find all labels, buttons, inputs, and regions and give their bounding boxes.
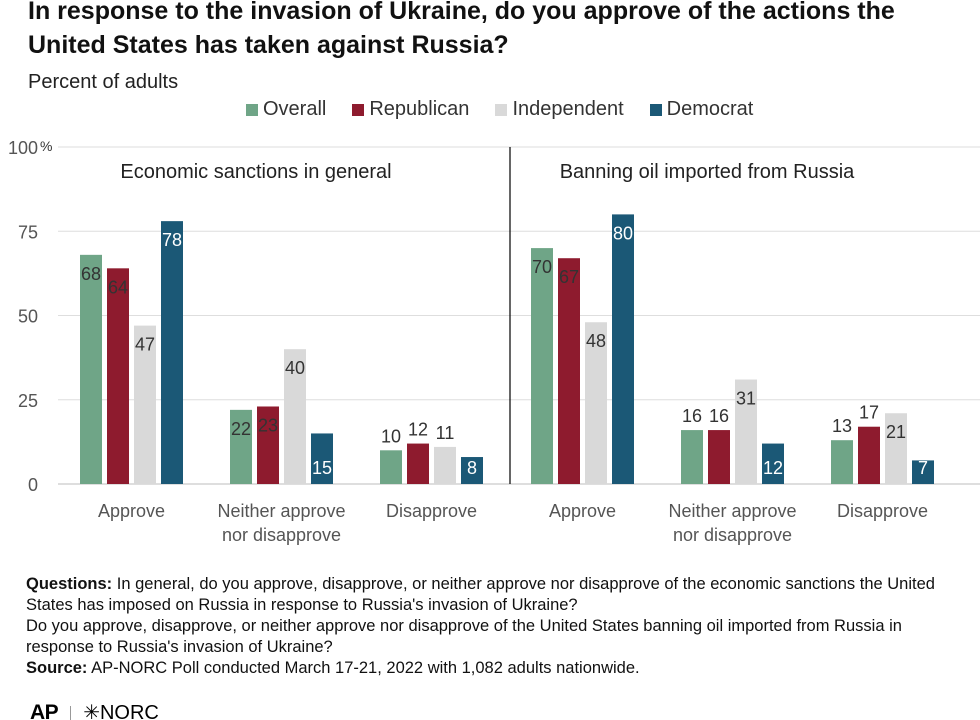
logo-divider (70, 706, 72, 720)
x-tick-label: Approve (98, 501, 165, 521)
logos: AP ✳NORC (30, 700, 159, 720)
y-tick-label: 0 (28, 475, 38, 495)
x-tick-label: Neither approve (217, 501, 345, 521)
legend-item-overall: Overall (246, 98, 326, 121)
bar-independent-neither (735, 379, 757, 484)
bar-republican-neither (708, 430, 730, 484)
chart-subtitle: Percent of adults (28, 71, 179, 93)
legend-swatch-republican (352, 103, 365, 116)
x-tick-label: nor disapprove (673, 525, 792, 545)
bar-overall-approve (80, 254, 102, 484)
bar-overall-approve (531, 248, 553, 484)
bar-independent-approve (585, 322, 607, 484)
data-label: 68 (81, 264, 101, 284)
bar-overall-neither (230, 409, 252, 484)
data-label: 64 (108, 277, 128, 297)
y-axis-unit: % (40, 138, 52, 154)
panel-title: Economic sanctions in general (120, 161, 391, 183)
legend-label-democrat: Democrat (666, 98, 754, 120)
bar-democrat-disapprove (461, 457, 483, 484)
source-label: Source: (26, 659, 88, 677)
legend-swatch-democrat (649, 103, 662, 116)
bar-independent-approve (134, 325, 156, 484)
data-label: 15 (312, 458, 332, 478)
legend-label-overall: Overall (263, 98, 327, 120)
bar-democrat-approve (161, 221, 183, 484)
legend-item-republican: Republican (352, 98, 469, 121)
data-label: 7 (918, 458, 928, 478)
data-label: 22 (231, 419, 251, 439)
x-tick-label: Neither approve (668, 501, 796, 521)
bar-democrat-disapprove (912, 460, 934, 484)
x-tick-label: nor disapprove (222, 525, 341, 545)
panel-title: Banning oil imported from Russia (560, 161, 855, 183)
bar-independent-disapprove (885, 413, 907, 484)
x-tick-label: Approve (549, 501, 616, 521)
data-label: 10 (381, 426, 401, 446)
data-label: 67 (559, 267, 579, 287)
data-label: 23 (258, 415, 278, 435)
question-1-text: In general, do you approve, disapprove, … (26, 575, 935, 614)
data-label: 21 (886, 422, 906, 442)
bar-republican-neither (257, 406, 279, 484)
data-label: 70 (532, 257, 552, 277)
y-tick-label: 25 (18, 391, 38, 411)
legend-swatch-overall (246, 103, 258, 116)
question-1: Questions: In general, do you approve, d… (26, 574, 956, 616)
bar-republican-approve (558, 258, 580, 484)
bar-overall-disapprove (380, 450, 402, 484)
bar-overall-neither (681, 430, 703, 484)
data-label: 12 (763, 458, 783, 478)
chart-title: In response to the invasion of Ukraine, … (28, 0, 895, 59)
question-2-text: Do you approve, disapprove, or neither a… (26, 617, 902, 656)
legend-item-independent: Independent (495, 98, 624, 121)
data-label: 47 (135, 335, 155, 355)
bar-republican-approve (107, 268, 129, 484)
bar-republican-disapprove (407, 443, 429, 484)
data-label: 12 (408, 420, 428, 440)
data-label: 17 (859, 403, 879, 423)
chart-notes: Questions: In general, do you approve, d… (26, 574, 956, 679)
bar-democrat-approve (612, 214, 634, 484)
y-tick-label: 50 (18, 307, 38, 327)
norc-logo: ✳NORC (83, 702, 159, 720)
bar-democrat-neither (762, 443, 784, 484)
bar-independent-neither (284, 349, 306, 484)
data-label: 16 (709, 406, 729, 426)
x-tick-label: Disapprove (386, 501, 477, 521)
y-tick-label: 100 (8, 138, 38, 158)
ap-logo: AP (30, 701, 59, 720)
data-label: 48 (586, 331, 606, 351)
legend-label-republican: Republican (369, 98, 470, 120)
source: Source: AP-NORC Poll conducted March 17-… (26, 658, 956, 679)
source-text: AP-NORC Poll conducted March 17-21, 2022… (87, 659, 640, 677)
y-tick-label: 75 (18, 222, 38, 242)
legend-swatch-independent (495, 103, 508, 116)
bar-overall-disapprove (831, 440, 853, 484)
data-label: 40 (285, 358, 305, 378)
bar-independent-disapprove (434, 446, 456, 484)
bar-chart: 0 25 50 75 100 % Economic sanctions in general… (8, 138, 980, 545)
data-label: 11 (436, 423, 455, 443)
data-label: 8 (467, 458, 477, 478)
data-label: 31 (736, 389, 756, 409)
data-label: 16 (682, 406, 702, 426)
legend-label-independent: Independent (512, 98, 624, 120)
questions-label: Questions: (26, 575, 113, 593)
data-label: 78 (162, 230, 182, 250)
bar-republican-disapprove (858, 426, 880, 484)
legend: Overall Republican Independent Democrat (246, 98, 753, 121)
data-label: 13 (832, 416, 852, 436)
bar-democrat-neither (311, 433, 333, 484)
data-label: 80 (613, 223, 633, 243)
legend-item-democrat: Democrat (649, 98, 754, 121)
x-tick-label: Disapprove (837, 501, 928, 521)
